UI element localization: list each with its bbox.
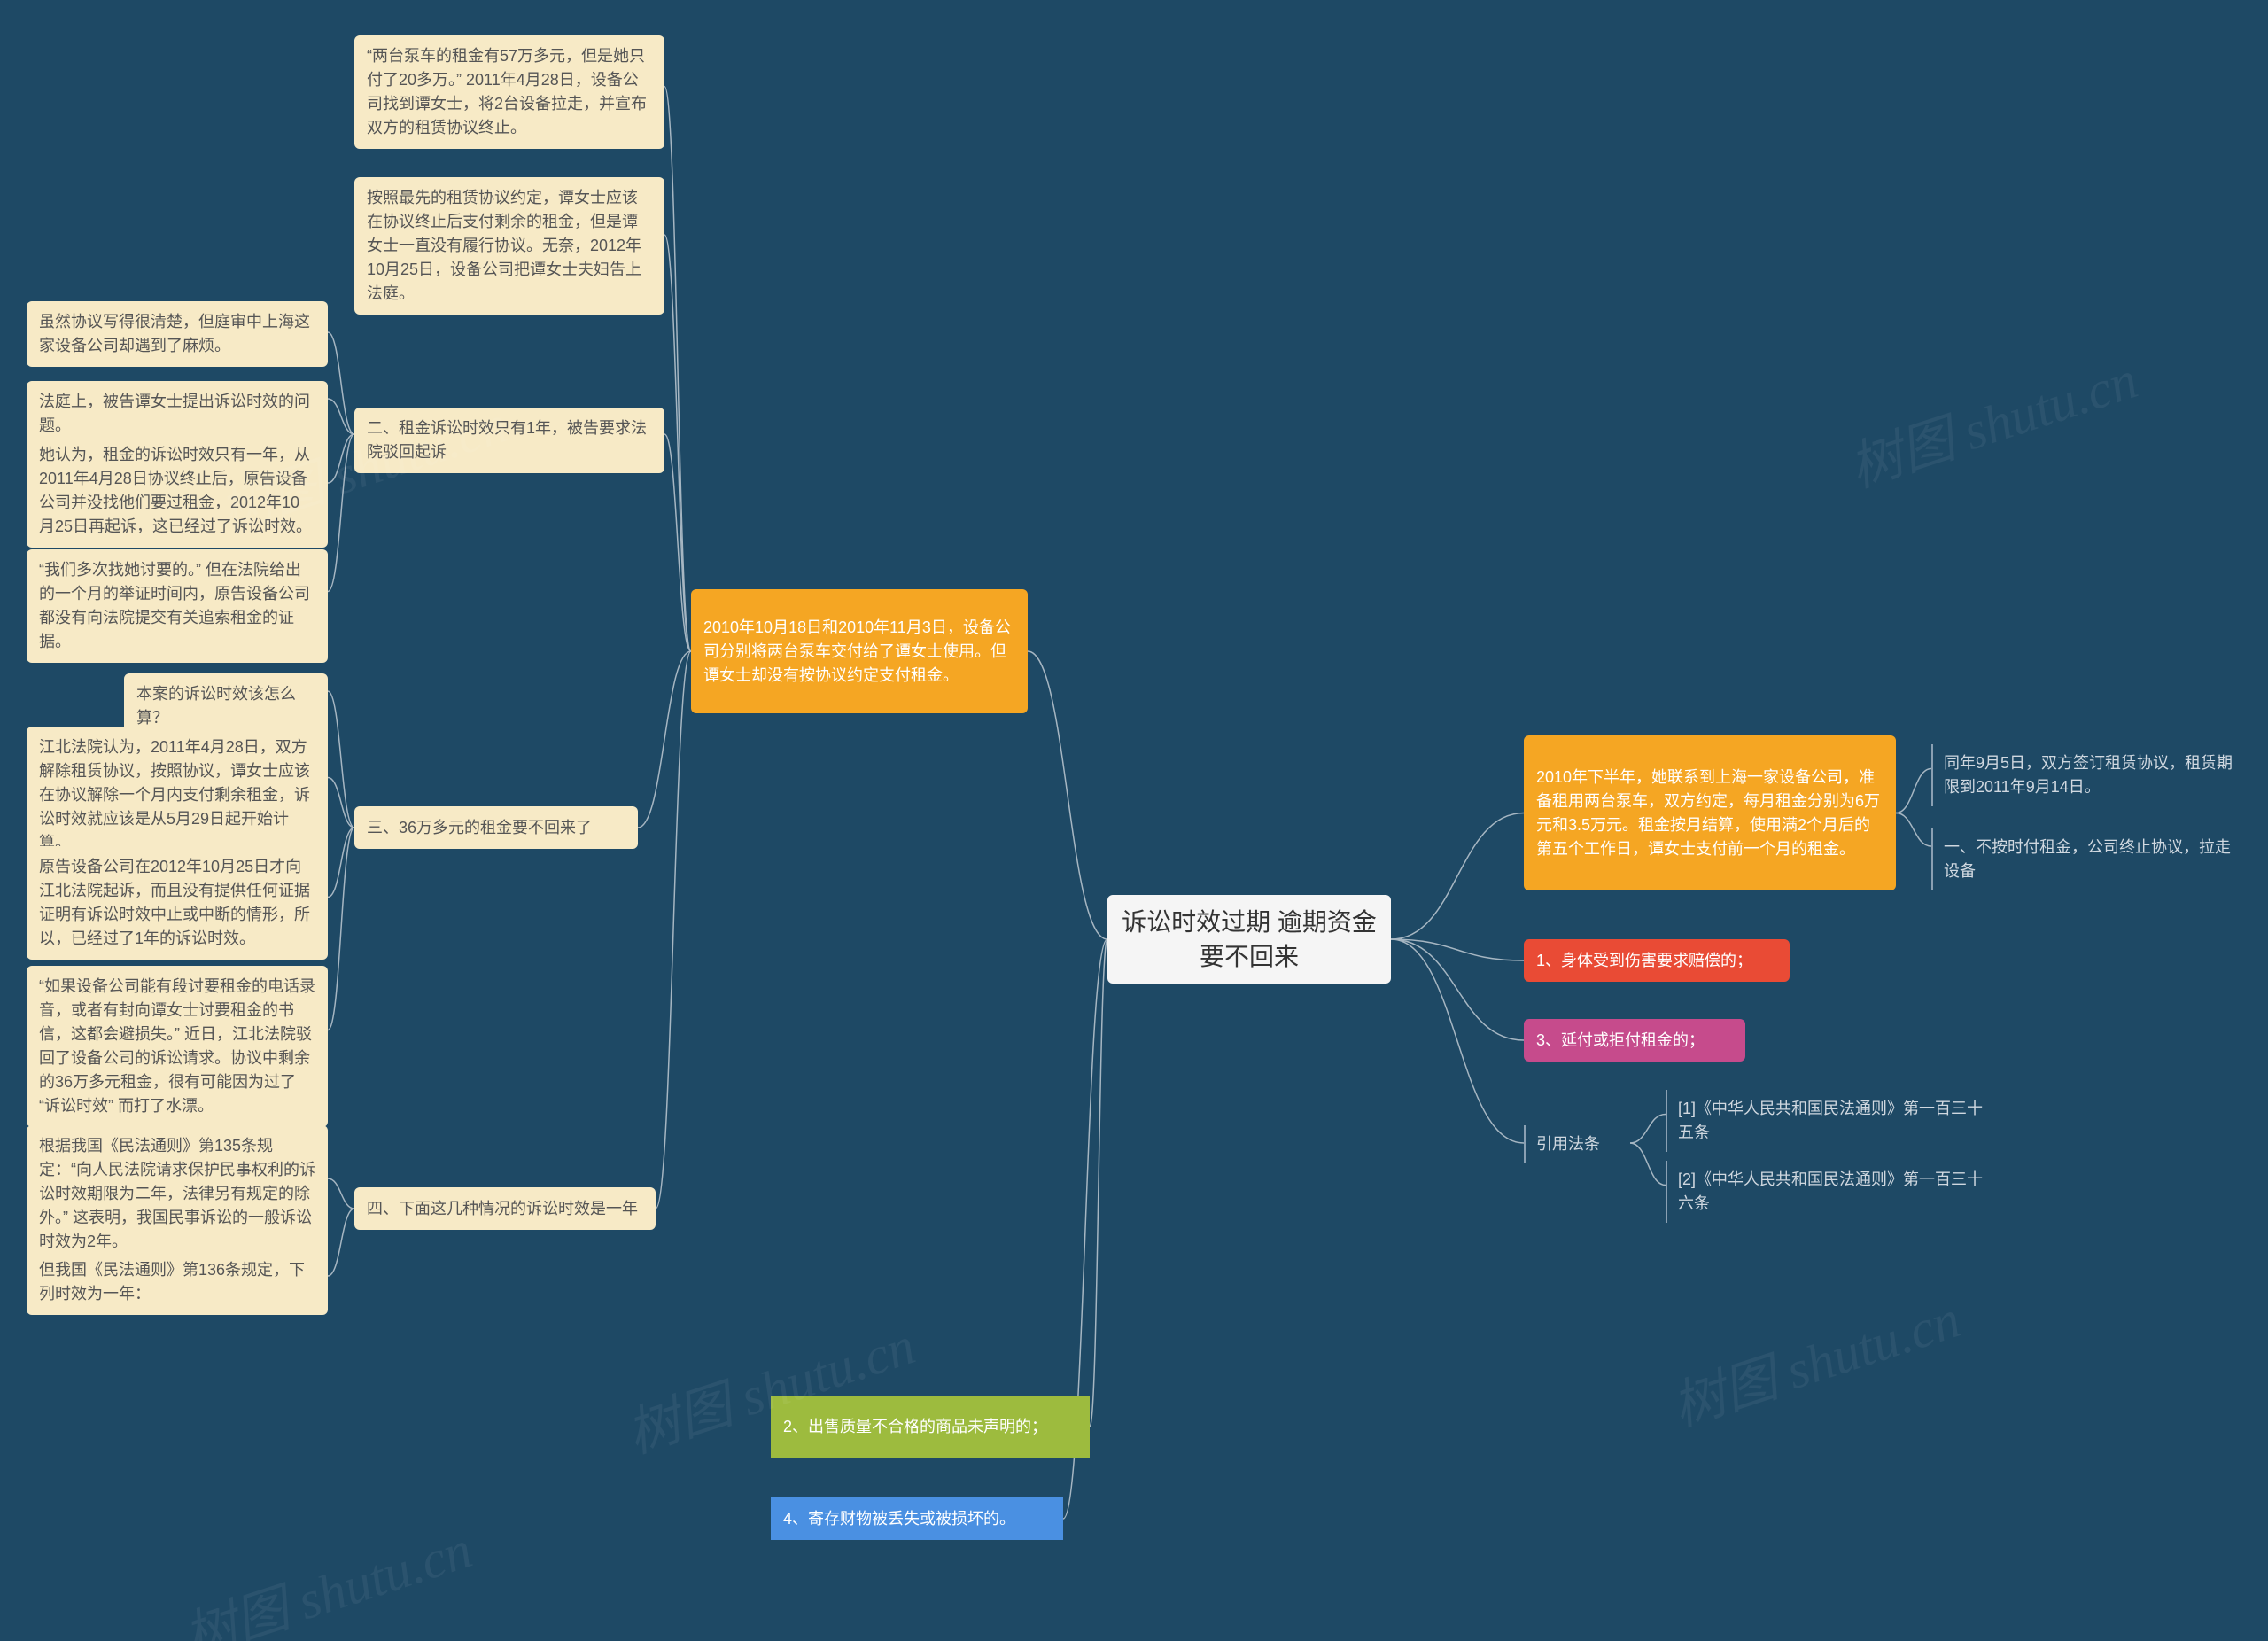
- mindmap-node-l1d4[interactable]: “如果设备公司能有段讨要租金的电话录音，或者有封向谭女士讨要租金的书信，这都会避…: [27, 966, 328, 1127]
- watermark: 树图 shutu.cn: [173, 1506, 480, 1641]
- mindmap-node-r4b[interactable]: [2]《中华人民共和国民法通则》第一百三十六条: [1666, 1161, 1993, 1223]
- connector: [1391, 939, 1524, 1143]
- connector: [1028, 651, 1107, 939]
- mindmap-node-r4[interactable]: 引用法条: [1524, 1125, 1630, 1163]
- connector: [664, 235, 691, 651]
- connector: [1090, 939, 1107, 1427]
- connector: [328, 1178, 354, 1209]
- mindmap-node-l3[interactable]: 4、寄存财物被丢失或被损坏的。: [771, 1497, 1063, 1540]
- mindmap-node-l1d[interactable]: 三、36万多元的租金要不回来了: [354, 806, 638, 849]
- mindmap-node-l2[interactable]: 2、出售质量不合格的商品未声明的；: [771, 1396, 1090, 1458]
- connector: [328, 828, 354, 898]
- connector: [1896, 813, 1931, 847]
- mindmap-node-l1d2[interactable]: 江北法院认为，2011年4月28日，双方解除租赁协议，按照协议，谭女士应该在协议…: [27, 727, 328, 864]
- connector-layer: [0, 0, 2268, 1641]
- connector: [638, 651, 691, 828]
- mindmap-node-l1e2[interactable]: 但我国《民法通则》第136条规定，下列时效为一年：: [27, 1249, 328, 1315]
- connector: [1896, 769, 1931, 813]
- connector: [1630, 1143, 1666, 1186]
- mindmap-node-l1c4[interactable]: “我们多次找她讨要的。” 但在法院给出的一个月的举证时间内，原告设备公司都没有向…: [27, 549, 328, 663]
- connector: [656, 651, 691, 1209]
- connector: [1391, 813, 1524, 940]
- mindmap-node-l1d3[interactable]: 原告设备公司在2012年10月25日才向江北法院起诉，而且没有提供任何证据证明有…: [27, 846, 328, 960]
- connector: [328, 691, 354, 828]
- mindmap-node-l1[interactable]: 2010年10月18日和2010年11月3日，设备公司分别将两台泵车交付给了谭女…: [691, 589, 1028, 713]
- watermark: 树图 shutu.cn: [1838, 337, 2146, 502]
- mindmap-node-l1e[interactable]: 四、下面这几种情况的诉讼时效是一年: [354, 1187, 656, 1230]
- watermark: 树图 shutu.cn: [1661, 1276, 1969, 1442]
- mindmap-node-l1b[interactable]: 按照最先的租赁协议约定，谭女士应该在协议终止后支付剩余的租金，但是谭女士一直没有…: [354, 177, 664, 315]
- mindmap-node-r3[interactable]: 3、延付或拒付租金的；: [1524, 1019, 1745, 1062]
- mindmap-node-r4a[interactable]: [1]《中华人民共和国民法通则》第一百三十五条: [1666, 1090, 1993, 1152]
- mindmap-node-l1e1[interactable]: 根据我国《民法通则》第135条规定：“向人民法院请求保护民事权利的诉讼时效期限为…: [27, 1125, 328, 1263]
- connector: [328, 434, 354, 592]
- mindmap-node-r1a[interactable]: 同年9月5日，双方签订租赁协议，租赁期限到2011年9月14日。: [1931, 744, 2250, 806]
- connector: [328, 332, 354, 434]
- connector: [328, 399, 354, 434]
- connector: [1391, 939, 1524, 1040]
- mindmap-node-l1c3[interactable]: 她认为，租金的诉讼时效只有一年，从2011年4月28日协议终止后，原告设备公司并…: [27, 434, 328, 548]
- connector: [664, 87, 691, 652]
- mindmap-node-l1c[interactable]: 二、租金诉讼时效只有1年，被告要求法院驳回起诉: [354, 408, 664, 473]
- mindmap-node-l1c1[interactable]: 虽然协议写得很清楚，但庭审中上海这家设备公司却遇到了麻烦。: [27, 301, 328, 367]
- mindmap-node-l1a[interactable]: “两台泵车的租金有57万多元，但是她只付了20多万。” 2011年4月28日，设…: [354, 35, 664, 149]
- mindmap-node-r1[interactable]: 2010年下半年，她联系到上海一家设备公司，准备租用两台泵车，双方约定，每月租金…: [1524, 735, 1896, 890]
- mindmap-root[interactable]: 诉讼时效过期 逾期资金要不回来: [1107, 895, 1391, 984]
- connector: [328, 434, 354, 483]
- connector: [328, 1209, 354, 1276]
- connector: [1630, 1115, 1666, 1144]
- connector: [328, 778, 354, 828]
- mindmap-node-r2[interactable]: 1、身体受到伤害要求赔偿的；: [1524, 939, 1790, 982]
- connector: [1391, 939, 1524, 960]
- mindmap-node-r1b[interactable]: 一、不按时付租金，公司终止协议，拉走设备: [1931, 828, 2250, 890]
- connector: [328, 828, 354, 1030]
- connector: [664, 434, 691, 651]
